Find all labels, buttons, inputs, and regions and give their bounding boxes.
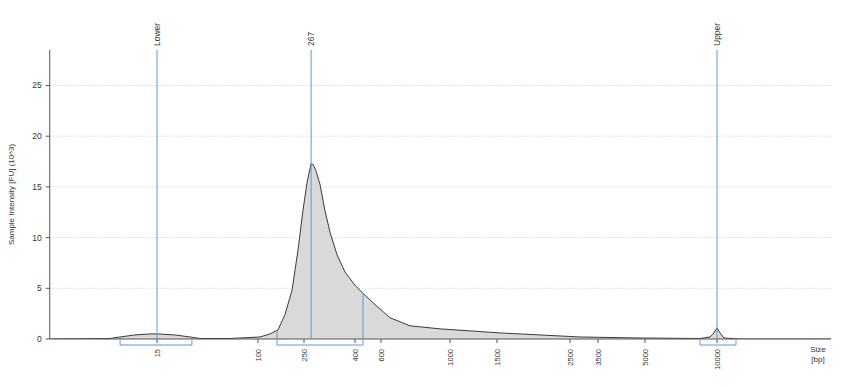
x-axis-label-part: Size [810, 345, 826, 354]
x-tick [304, 339, 305, 343]
y-axis [49, 50, 50, 339]
x-axis [50, 339, 831, 340]
region-edge [362, 293, 363, 339]
peak-marker [311, 50, 312, 339]
peak-label: 267 [306, 32, 316, 46]
y-tick-label: 20 [32, 131, 42, 141]
x-tick-label: 1000 [446, 349, 455, 366]
region-bracket [700, 340, 736, 345]
x-tick [598, 339, 599, 343]
x-tick [355, 339, 356, 343]
x-tick [157, 339, 158, 343]
x-tick-label: 400 [351, 349, 360, 362]
y-tick [46, 85, 50, 86]
y-tick-label: 5 [37, 283, 42, 293]
x-tick-label: 10000 [713, 349, 722, 370]
x-tick [717, 339, 718, 343]
trace-line [50, 164, 831, 339]
x-tick [381, 339, 382, 343]
peak-marker [717, 50, 718, 339]
y-axis-label: Sample Intensity [FU] (10^3) [7, 144, 16, 245]
x-tick-label: 5000 [641, 349, 650, 366]
y-grid-line [50, 288, 831, 289]
y-tick [46, 136, 50, 137]
x-axis-label: Size[bp] [810, 345, 826, 364]
y-grid-line [50, 237, 831, 238]
y-tick-label: 25 [32, 80, 42, 90]
region-bracket [277, 340, 363, 345]
region-edge [276, 330, 277, 339]
region-bracket [120, 340, 192, 345]
x-tick [570, 339, 571, 343]
y-tick [46, 339, 50, 340]
y-tick [46, 288, 50, 289]
area-fill [50, 164, 831, 339]
y-grid-line [50, 186, 831, 187]
y-tick [46, 237, 50, 238]
x-tick-label: 250 [300, 349, 309, 362]
x-tick-label: 3500 [594, 349, 603, 366]
x-tick-label: 100 [254, 349, 263, 362]
peak-label: Upper [712, 23, 722, 46]
peak-label: Lower [152, 23, 162, 46]
chart: 0 5 10 15 20 25 Lower 267 Upper 15 100 250 400 600 100… [0, 0, 849, 387]
x-tick [258, 339, 259, 343]
y-tick [46, 186, 50, 187]
x-tick-label: 600 [377, 349, 386, 362]
y-grid-line [50, 85, 831, 86]
x-tick-label: 1500 [493, 349, 502, 366]
y-grid-line [50, 136, 831, 137]
y-tick-label: 15 [32, 182, 42, 192]
plot-area [50, 164, 831, 339]
x-axis-label-part: [bp] [811, 355, 824, 364]
x-tick [497, 339, 498, 343]
background [0, 0, 849, 387]
x-tick-label: 15 [153, 349, 162, 357]
x-tick-label: 2500 [566, 349, 575, 366]
x-tick [645, 339, 646, 343]
x-tick [450, 339, 451, 343]
y-tick-label: 0 [37, 334, 42, 344]
peak-marker [157, 50, 158, 339]
y-tick-label: 10 [32, 233, 42, 243]
